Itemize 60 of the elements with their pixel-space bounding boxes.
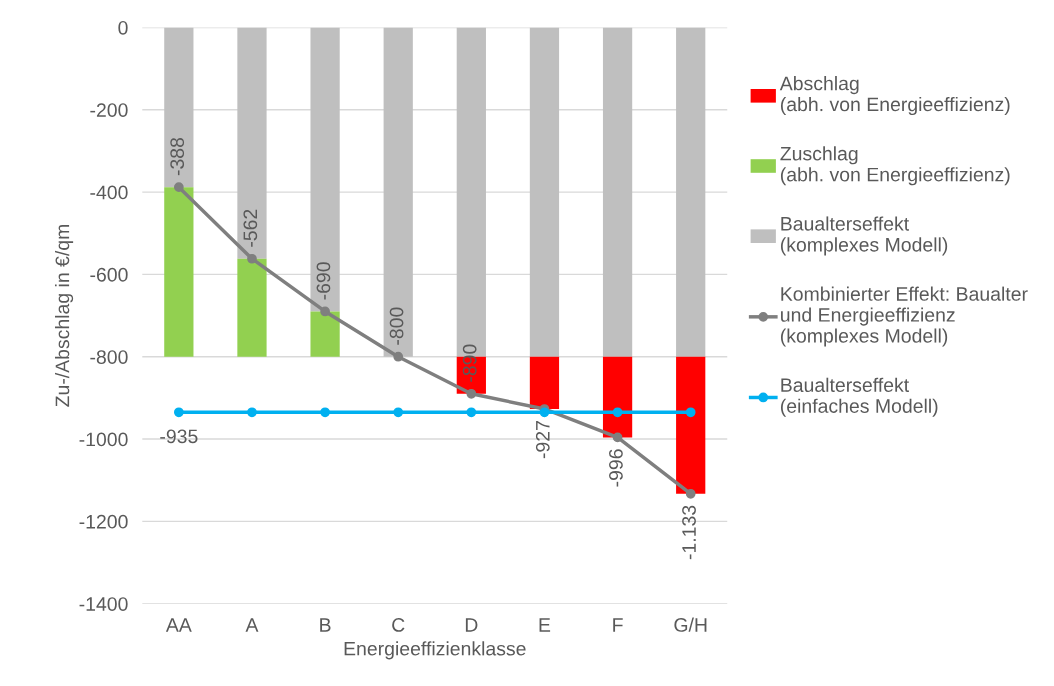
y-tick-label: -200 [90, 103, 128, 117]
y-axis-title: Zu-/Abschlag in €/qm [54, 224, 74, 407]
point [247, 407, 257, 418]
point [685, 407, 696, 418]
bar [310, 27, 340, 312]
point [612, 407, 623, 418]
data-label: -800 [389, 307, 404, 345]
point [612, 432, 623, 443]
bar [237, 258, 267, 357]
y-tick-label: 0 [118, 20, 128, 35]
y-tick-label: -1200 [79, 514, 128, 529]
y-tick-label: -1400 [79, 597, 128, 611]
legend-label: Kombinierter Effekt: Baualter und Energieeffizienz (komplexes Modell) [780, 286, 1028, 347]
bar [164, 187, 194, 357]
bar [237, 27, 267, 259]
x-axis-title: Energieeffizienklasse [344, 641, 526, 660]
bar [310, 311, 340, 357]
data-label: -935 [160, 429, 198, 444]
point [393, 351, 404, 362]
data-label: -1.133 [682, 505, 696, 560]
point [320, 407, 330, 418]
data-label: -890 [462, 344, 477, 382]
point [539, 407, 550, 418]
y-tick-label: -1000 [79, 432, 128, 447]
x-tick-label: E [539, 618, 551, 632]
y-tick-label: -800 [90, 350, 128, 364]
bar [676, 27, 706, 357]
point [393, 407, 404, 418]
x-tick-label: G/H [674, 617, 707, 632]
bar [529, 356, 560, 409]
point [247, 253, 257, 264]
point [173, 407, 184, 418]
point [466, 407, 477, 418]
legend-label: Baualterseffekt (komplexes Modell) [780, 216, 948, 256]
x-tick-label: C [392, 618, 405, 632]
bar [602, 356, 633, 438]
bar [602, 27, 633, 357]
x-tick-label: D [465, 618, 478, 632]
x-tick-label: B [320, 618, 331, 632]
data-label: -927 [535, 421, 550, 459]
x-tick-label: F [613, 618, 623, 632]
y-tick-label: -400 [90, 185, 128, 200]
x-tick-label: A [245, 618, 259, 632]
point [685, 488, 696, 499]
bar [164, 27, 194, 188]
bar [383, 27, 413, 357]
data-label: -562 [243, 209, 258, 247]
data-label: -690 [316, 262, 331, 300]
point [466, 388, 477, 399]
data-label: -388 [170, 137, 185, 176]
bar [529, 27, 560, 357]
bar [676, 356, 706, 494]
data-label: -996 [609, 449, 623, 487]
y-tick-label: -600 [90, 267, 128, 282]
legend-label: Baualterseffekt (einfaches Modell) [780, 377, 938, 417]
point [320, 306, 330, 317]
x-tick-label: AA [165, 618, 192, 632]
legend-label: Abschlag (abh. von Energieeffizienz) [779, 76, 1010, 116]
point [173, 182, 184, 193]
legend-label: Zuschlag (abh. von Energieeffizienz) [780, 146, 1010, 186]
